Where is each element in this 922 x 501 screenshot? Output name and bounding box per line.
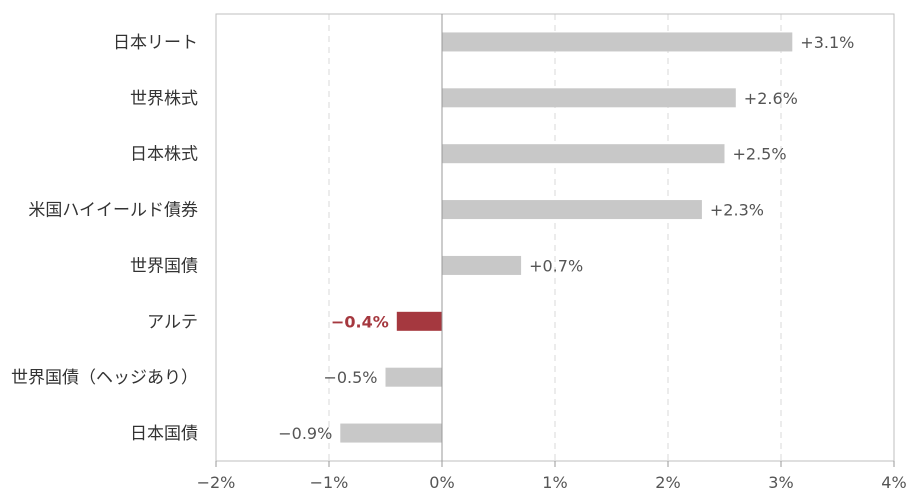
category-label: 世界株式 xyxy=(130,89,198,109)
category-label: アルテ xyxy=(147,312,198,332)
category-label: 米国ハイイールド債券 xyxy=(28,201,198,221)
bar xyxy=(385,367,442,387)
data-label: −0.9% xyxy=(278,424,332,443)
grid-lines xyxy=(328,14,782,461)
category-label: 世界国債 xyxy=(130,256,198,276)
category-label: 日本国債 xyxy=(130,424,198,444)
bar xyxy=(396,311,442,331)
x-tick-label: 2% xyxy=(655,473,680,492)
data-label: +0.7% xyxy=(529,256,583,275)
bar xyxy=(340,423,442,443)
category-label: 日本株式 xyxy=(130,145,198,165)
bar xyxy=(442,255,522,275)
data-label: +2.3% xyxy=(710,201,764,220)
category-label: 日本リート xyxy=(113,33,198,53)
x-tick-label: 3% xyxy=(768,473,793,492)
x-tick-label: 1% xyxy=(542,473,567,492)
data-label: +3.1% xyxy=(800,33,854,52)
x-tick-label: −2% xyxy=(197,473,236,492)
x-tick-label: −1% xyxy=(310,473,349,492)
category-labels: 日本リート世界株式日本株式米国ハイイールド債券世界国債アルテ世界国債（ヘッジあり… xyxy=(11,33,198,444)
bar xyxy=(442,200,702,220)
bar xyxy=(442,88,736,108)
data-label: −0.5% xyxy=(323,368,377,387)
data-label: +2.5% xyxy=(733,145,787,164)
bar xyxy=(442,144,725,164)
x-tick-label: 4% xyxy=(881,473,906,492)
data-labels: +3.1% +2.6% +2.5% +2.3% +0.7% −0.4% −0.5% −0.9% xyxy=(278,33,854,443)
x-tick-label: 0% xyxy=(429,473,454,492)
category-label: 世界国債（ヘッジあり） xyxy=(11,368,198,388)
data-label: −0.4% xyxy=(331,312,389,331)
bar xyxy=(442,32,793,52)
bars xyxy=(340,32,793,443)
data-label: +2.6% xyxy=(744,89,798,108)
x-axis-ticks: −2% −1% 0% 1% 2% 3% 4% xyxy=(197,461,907,492)
